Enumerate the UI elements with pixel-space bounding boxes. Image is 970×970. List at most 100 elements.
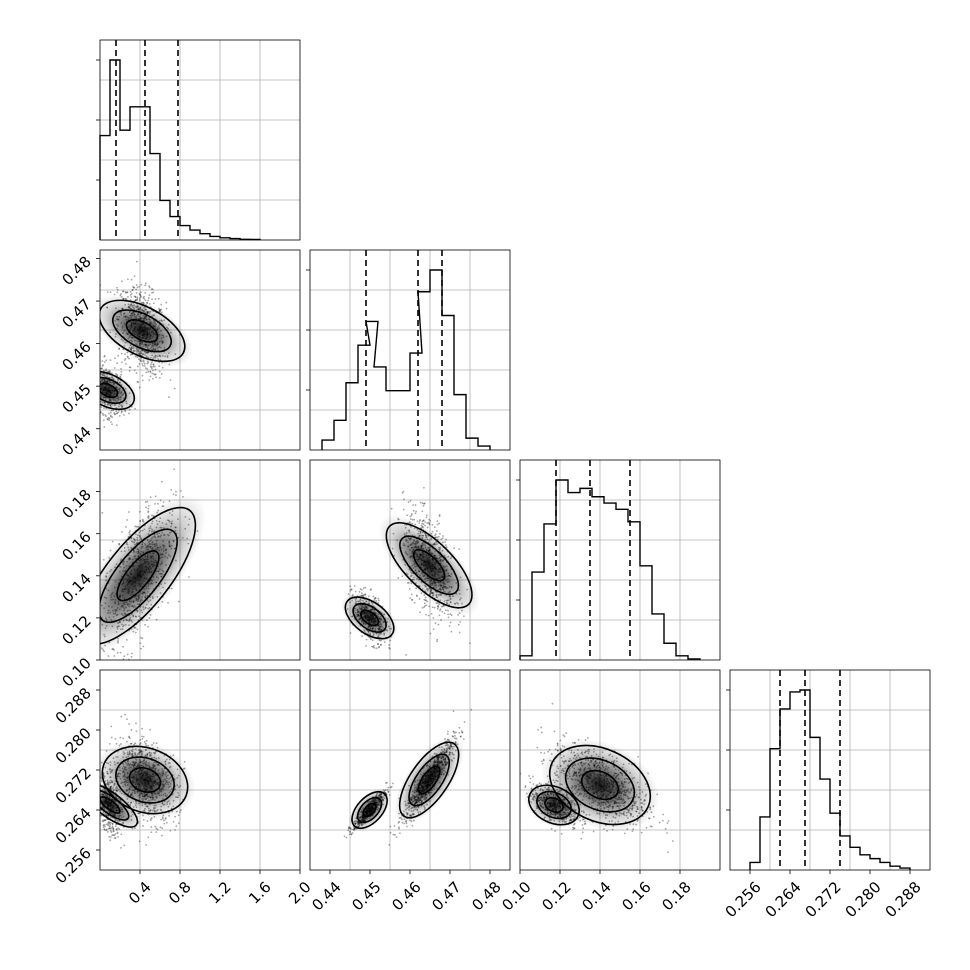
sample-point bbox=[426, 522, 429, 525]
sample-point bbox=[109, 415, 112, 418]
sample-point bbox=[360, 588, 363, 591]
sample-point bbox=[447, 613, 449, 616]
sample-point bbox=[155, 618, 158, 621]
sample-point bbox=[450, 614, 453, 617]
sample-point bbox=[390, 666, 392, 668]
sample-point bbox=[118, 785, 121, 788]
sample-point bbox=[125, 363, 127, 365]
sample-point bbox=[390, 507, 393, 510]
sample-point bbox=[94, 783, 96, 785]
sample-point bbox=[354, 590, 357, 593]
histogram-steps bbox=[749, 689, 911, 870]
sample-point bbox=[117, 354, 120, 357]
sample-point bbox=[92, 376, 94, 378]
sample-point bbox=[105, 783, 108, 785]
sample-point bbox=[115, 424, 118, 426]
sample-point bbox=[144, 284, 147, 287]
sample-point bbox=[91, 367, 93, 369]
sample-point bbox=[440, 619, 442, 621]
sample-point bbox=[118, 828, 121, 830]
sample-point bbox=[111, 665, 113, 667]
sample-point bbox=[122, 290, 124, 293]
sample-point bbox=[100, 777, 103, 780]
sample-point bbox=[349, 589, 352, 592]
sample-point bbox=[361, 635, 364, 638]
sample-point bbox=[92, 368, 94, 370]
density-contour bbox=[399, 535, 460, 596]
sample-point bbox=[144, 292, 147, 294]
sample-point bbox=[135, 284, 138, 286]
sample-point bbox=[365, 638, 368, 641]
sample-point bbox=[113, 412, 116, 414]
sample-point bbox=[156, 502, 159, 505]
sample-point bbox=[104, 819, 107, 822]
sample-point bbox=[88, 383, 90, 385]
sample-point bbox=[151, 377, 154, 380]
sample-point bbox=[110, 827, 113, 829]
sample-point bbox=[133, 275, 136, 278]
sample-point bbox=[434, 622, 437, 624]
sample-point bbox=[372, 595, 375, 598]
sample-point bbox=[116, 789, 118, 792]
sample-point bbox=[111, 780, 113, 783]
sample-point bbox=[152, 365, 155, 368]
sample-point bbox=[97, 374, 99, 376]
sample-point bbox=[458, 548, 461, 550]
sample-point bbox=[97, 364, 99, 366]
sample-point bbox=[77, 373, 79, 375]
sample-point bbox=[128, 723, 131, 725]
sample-point bbox=[421, 522, 424, 525]
sample-point bbox=[94, 635, 96, 637]
sample-point bbox=[126, 718, 128, 721]
sample-point bbox=[175, 490, 177, 493]
sample-point bbox=[397, 577, 400, 579]
sample-point bbox=[436, 530, 438, 532]
sample-point bbox=[144, 367, 147, 369]
scatter-points bbox=[340, 486, 480, 668]
sample-point bbox=[129, 290, 132, 293]
sample-point bbox=[102, 772, 105, 775]
sample-point bbox=[142, 825, 144, 827]
sample-point bbox=[142, 818, 145, 821]
sample-point bbox=[103, 355, 106, 358]
sample-point bbox=[139, 296, 142, 299]
sample-point bbox=[433, 526, 436, 529]
sample-point bbox=[114, 825, 117, 828]
sample-point bbox=[103, 828, 106, 831]
sample-point bbox=[107, 655, 110, 657]
sample-point bbox=[96, 393, 98, 395]
density-contour bbox=[385, 521, 473, 609]
sample-point bbox=[114, 737, 117, 740]
sample-point bbox=[436, 520, 439, 523]
sample-point bbox=[154, 825, 157, 828]
panel-border bbox=[309, 249, 511, 451]
sample-point bbox=[105, 823, 108, 826]
sample-point bbox=[177, 600, 180, 603]
sample-point bbox=[438, 532, 441, 535]
sample-point bbox=[141, 637, 144, 640]
sample-point bbox=[95, 407, 97, 409]
sample-point bbox=[106, 783, 109, 786]
sample-point bbox=[150, 288, 153, 291]
density-fill bbox=[378, 515, 480, 616]
sample-point bbox=[147, 299, 149, 302]
density-fill bbox=[100, 740, 196, 820]
sample-point bbox=[155, 831, 158, 833]
density-contour bbox=[100, 299, 186, 363]
sample-point bbox=[373, 647, 376, 649]
sample-point bbox=[140, 295, 142, 298]
sample-point bbox=[93, 371, 95, 373]
sample-point bbox=[123, 359, 126, 361]
sample-point bbox=[429, 632, 432, 635]
sample-point bbox=[128, 370, 131, 372]
sample-point bbox=[436, 640, 438, 643]
sample-point bbox=[151, 298, 154, 301]
sample-point bbox=[95, 629, 97, 631]
sample-point bbox=[136, 365, 139, 368]
sample-point bbox=[422, 519, 425, 522]
sample-point bbox=[109, 771, 112, 774]
sample-point bbox=[353, 585, 356, 587]
sample-point bbox=[112, 827, 115, 830]
sample-point bbox=[438, 522, 440, 525]
sample-point bbox=[157, 297, 160, 300]
